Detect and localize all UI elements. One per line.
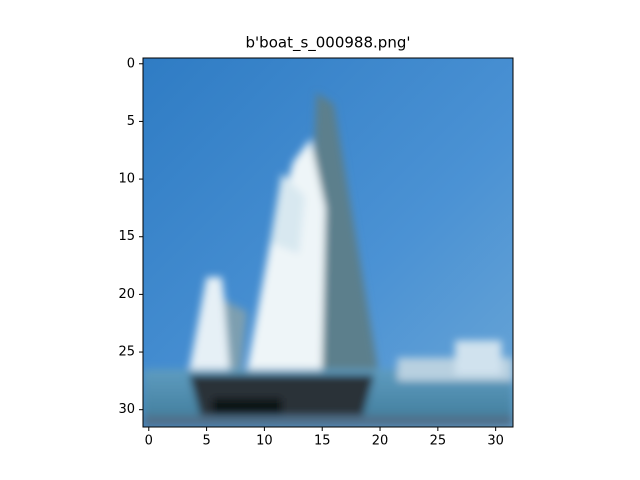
axes: 0 5 10 15 20 25 30 0 5 10 15 20 25 30 xyxy=(118,56,514,449)
y-tick-label: 10 xyxy=(118,172,135,187)
y-tick-label: 5 xyxy=(127,114,135,129)
y-tick-label: 0 xyxy=(127,56,135,71)
y-tick-label: 20 xyxy=(118,287,135,302)
x-tick-label: 15 xyxy=(314,434,331,449)
x-tick-label: 0 xyxy=(145,434,153,449)
y-tick-label: 25 xyxy=(118,345,135,360)
x-tick-label: 20 xyxy=(372,434,389,449)
image xyxy=(143,58,513,428)
x-tick-label: 10 xyxy=(256,434,273,449)
chart-title: b'boat_s_000988.png' xyxy=(246,34,411,53)
y-tick-label: 30 xyxy=(118,402,135,417)
x-tick-label: 30 xyxy=(487,434,504,449)
y-tick-label: 15 xyxy=(118,229,135,244)
axes-frame xyxy=(142,57,514,428)
x-tick-label: 5 xyxy=(202,434,210,449)
x-tick-label: 25 xyxy=(430,434,447,449)
